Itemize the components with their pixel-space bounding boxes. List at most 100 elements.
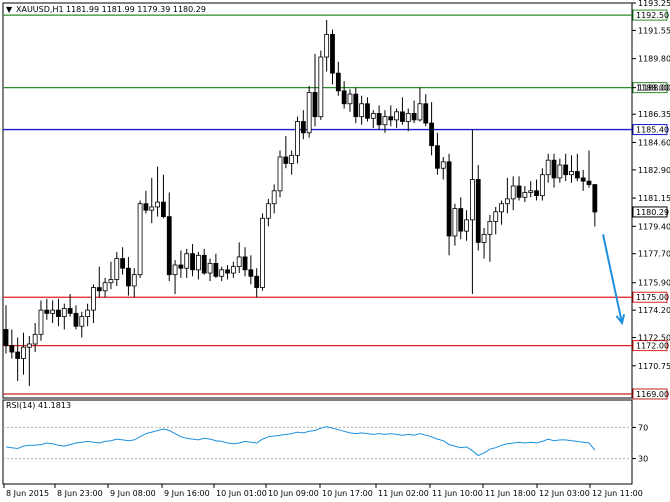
chart-symbol: XAUUSD,H1 (16, 5, 64, 14)
candle-bull (195, 254, 201, 271)
main-plot-frame (2, 2, 633, 399)
level-label: 1192.50 (636, 11, 669, 20)
y-tick-label: 1186.35 (638, 110, 670, 119)
candle-bull (137, 203, 143, 276)
candle-bull (38, 309, 44, 335)
x-tick-label: 10 Jun 01:00 (216, 489, 267, 498)
candle-bull (236, 256, 242, 268)
candle-bull (464, 219, 469, 232)
candle-bull (149, 206, 155, 211)
candle-bull (219, 269, 225, 277)
candle-bull (522, 192, 528, 198)
candle-bull (155, 201, 160, 208)
candle-bear (388, 116, 394, 121)
candle-bear (67, 308, 73, 314)
candle-bull (469, 179, 475, 221)
level-label-box (632, 340, 668, 352)
forecast-arrow-shaft (602, 234, 623, 324)
candle-bear (254, 275, 260, 288)
x-tick-label: 8 Jun 2015 (6, 489, 49, 498)
x-tick-label: 10 Jun 17:00 (322, 489, 373, 498)
candle-bull (440, 161, 446, 169)
candle-bear (248, 269, 254, 277)
candle-bull (85, 309, 91, 317)
candle-bear (592, 184, 598, 213)
candle-bull (557, 164, 563, 179)
candle-bull (21, 346, 26, 359)
x-tick-label: 12 Jun 03:00 (539, 489, 590, 498)
level-label-box (632, 124, 668, 136)
candle-bull (108, 279, 114, 284)
candle-bull (394, 111, 400, 121)
candle-bull (102, 282, 108, 292)
candle-bull (131, 274, 137, 287)
x-tick-label: 8 Jun 23:00 (57, 489, 103, 498)
candle-bull (569, 171, 574, 176)
candle-bear (283, 156, 289, 164)
level-label-box (632, 291, 668, 303)
rsi-label: RSI(14) 41.1813 (6, 401, 71, 410)
candle-bear (534, 190, 539, 197)
candle-bear (330, 34, 335, 74)
y-tick-label: 1191.55 (638, 26, 670, 35)
candle-bear (423, 103, 429, 124)
candle-bear (242, 256, 248, 271)
candle-bull (114, 258, 120, 280)
chart-title-arrow[interactable]: ▼ (6, 5, 13, 14)
candle-bear (126, 267, 131, 287)
candle-bear (446, 161, 452, 237)
level-label: 1169.00 (636, 390, 669, 399)
candle-bull (32, 333, 38, 345)
candle-bear (225, 269, 230, 274)
candle-bull (61, 308, 67, 317)
candle-bear (120, 258, 125, 269)
candle-bull (318, 56, 324, 118)
y-tick-label: 1179.40 (638, 222, 670, 231)
y-tick-label: 1182.90 (638, 166, 670, 175)
level-label-box (632, 388, 668, 400)
candle-bull (382, 116, 388, 126)
y-tick-label: 1177.70 (638, 250, 670, 259)
candle-bear (400, 111, 405, 122)
rsi-tick-label: 70 (638, 423, 648, 432)
candle-bull (230, 266, 236, 274)
candle-bull (481, 233, 487, 243)
y-tick-label: 1189.80 (638, 55, 670, 64)
candle-bear (429, 122, 434, 147)
candle-bear (574, 171, 580, 179)
x-tick-label: 9 Jun 08:00 (110, 489, 156, 498)
candle-bull (359, 103, 365, 118)
level-label: 1185.40 (636, 126, 669, 135)
x-tick-label: 12 Jun 11:00 (592, 489, 643, 498)
candle-bear (458, 208, 464, 232)
candle-bull (499, 203, 504, 213)
y-tick-label: 1188.00 (638, 84, 670, 93)
candle-bear (190, 253, 195, 271)
candle-bear (161, 201, 166, 218)
candle-bear (580, 177, 586, 182)
candle-bear (376, 113, 382, 126)
candle-bear (516, 185, 522, 198)
forecast-arrow-head (615, 314, 626, 326)
candle-bull (172, 264, 178, 276)
candle-bear (435, 145, 440, 169)
candles (3, 19, 598, 386)
y-tick-label: 1174.20 (638, 306, 670, 315)
candle-bear (312, 92, 318, 118)
rsi-indicator: 70 30 (3, 423, 648, 464)
candle-bull (452, 208, 458, 237)
candle-bear (300, 121, 306, 134)
current-price-box (632, 206, 668, 218)
candle-bull (260, 217, 265, 288)
candle-bull (50, 309, 56, 314)
candle-bull (405, 113, 411, 122)
x-tick-label: 11 Jun 02:00 (378, 489, 429, 498)
candle-bear (96, 287, 102, 292)
candle-bull (306, 92, 312, 134)
candle-bear (73, 312, 79, 327)
x-tick-label: 9 Jun 16:00 (164, 489, 210, 498)
candle-bear (44, 309, 50, 314)
candle-bear (563, 164, 569, 176)
chart-ohlc: 1181.99 1181.99 1179.39 1180.29 (66, 5, 206, 14)
